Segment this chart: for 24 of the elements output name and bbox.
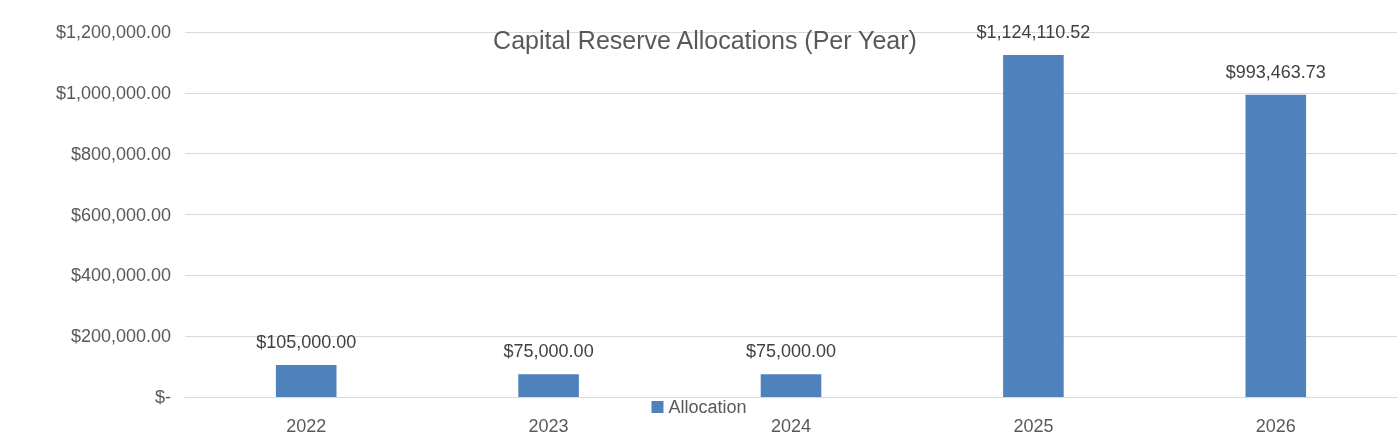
bar [1245, 94, 1307, 397]
data-label: $75,000.00 [745, 341, 837, 362]
data-label: $993,463.73 [1225, 61, 1326, 82]
x-tick-label: 2024 [770, 416, 812, 436]
chart-title: Capital Reserve Allocations (Per Year) [493, 25, 917, 54]
y-tick-label: $1,200,000.00 [55, 22, 171, 42]
data-label: $1,124,110.52 [976, 22, 1091, 43]
bar [1003, 55, 1064, 397]
y-tick-label: $600,000.00 [70, 204, 171, 225]
bar [518, 374, 579, 397]
bar [760, 374, 822, 397]
y-tick-label: $- [154, 387, 171, 407]
data-label: $105,000.00 [256, 332, 357, 353]
x-tick-label: 2026 [1255, 416, 1296, 436]
x-tick-label: 2025 [1013, 416, 1054, 436]
y-tick-label: $1,000,000.00 [55, 82, 171, 103]
data-label: $75,000.00 [503, 341, 594, 362]
x-tick-label: 2023 [528, 416, 569, 436]
x-tick-label: 2022 [286, 416, 327, 436]
bar [275, 365, 337, 397]
y-tick-label: $200,000.00 [70, 326, 171, 347]
y-tick-label: $800,000.00 [70, 143, 171, 164]
y-tick-label: $400,000.00 [70, 265, 171, 286]
legend-label: Allocation [668, 397, 747, 417]
